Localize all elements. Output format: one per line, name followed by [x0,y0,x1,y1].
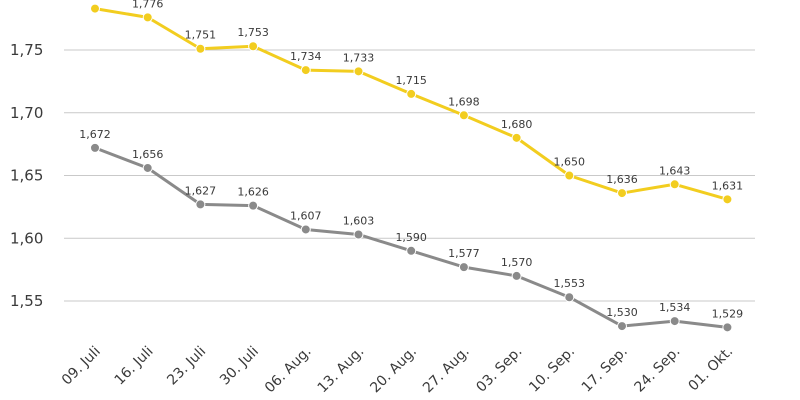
x-tick-label: 27. Aug. [420,344,473,397]
data-point [354,67,363,76]
data-point [459,111,468,120]
x-tick-label: 09. Juli [59,344,104,389]
data-point [407,246,416,255]
y-tick-label: 1,55 [10,292,43,310]
data-label: 1,529 [712,307,744,320]
x-tick-label: 17. Sep. [579,344,631,396]
data-label: 1,627 [185,184,217,197]
data-point [407,89,416,98]
grid-lines [64,50,755,301]
x-tick-label: 13. Aug. [315,344,368,397]
data-label: 1,530 [606,306,638,319]
data-point [618,322,627,331]
y-axis-ticks: 1,55 1,60 1,65 1,70 1,75 [10,41,43,310]
data-label: 1,715 [395,74,427,87]
data-label: 1,733 [343,51,375,64]
data-point [249,201,258,210]
data-label: 1,626 [237,186,269,199]
data-label: 1,553 [554,277,586,290]
x-tick-label: 24. Sep. [632,344,684,396]
data-label: 1,751 [185,29,217,42]
y-tick-label: 1,60 [10,229,43,247]
data-point [670,317,679,326]
data-point [91,143,100,152]
x-tick-label: 30. Juli [217,344,262,389]
series-group [91,4,732,332]
y-tick-label: 1,65 [10,167,43,185]
data-point [196,200,205,209]
x-tick-label: 23. Juli [164,344,209,389]
data-point [723,195,732,204]
data-point [618,189,627,198]
data-label: 1,698 [448,95,480,108]
data-point [670,180,679,189]
data-point [301,225,310,234]
data-point [249,42,258,51]
data-label: 1,570 [501,256,533,269]
data-point [565,293,574,302]
data-point [91,4,100,13]
data-label: 1,643 [659,164,691,177]
data-point [723,323,732,332]
data-label: 1,656 [132,148,164,161]
data-label: 1,577 [448,247,480,260]
data-label: 1,590 [395,231,427,244]
data-label: 1,753 [237,26,269,39]
data-label: 1,631 [712,179,744,192]
data-point [512,133,521,142]
x-tick-label: 10. Sep. [526,344,578,396]
data-point [143,13,152,22]
data-point [565,171,574,180]
data-point [196,44,205,53]
data-label: 1,734 [290,50,322,63]
y-tick-label: 1,70 [10,104,43,122]
data-labels: 1,776 1,751 1,753 1,734 1,733 1,715 1,698 1,680… [79,0,743,320]
data-point [512,271,521,280]
data-point [143,163,152,172]
x-tick-label: 03. Sep. [473,344,525,396]
x-axis-ticks: 09. Juli 16. Juli 23. Juli 30. Juli 06. Aug.… [59,344,736,397]
y-tick-label: 1,75 [10,41,43,59]
x-tick-label: 16. Juli [112,344,157,389]
x-tick-label: 20. Aug. [367,344,420,397]
data-point [301,66,310,75]
data-label: 1,650 [554,156,586,169]
data-label: 1,607 [290,209,322,222]
data-label: 1,680 [501,118,533,131]
data-label: 1,776 [132,0,164,10]
x-tick-label: 01. Okt. [685,344,736,395]
data-point [459,263,468,272]
data-label: 1,672 [79,128,111,141]
data-point [354,230,363,239]
x-tick-label: 06. Aug. [262,344,315,397]
data-label: 1,636 [606,173,638,186]
data-label: 1,534 [659,301,691,314]
data-label: 1,603 [343,214,375,227]
